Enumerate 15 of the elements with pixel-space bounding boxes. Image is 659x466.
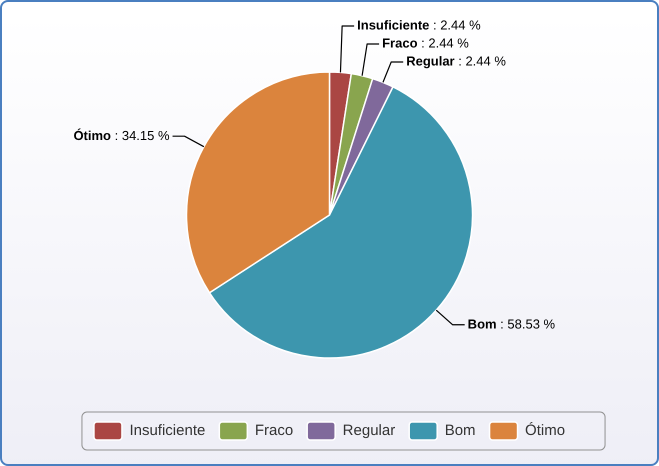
legend-label: Insuficiente xyxy=(129,422,206,440)
legend-label: Ótimo xyxy=(525,421,566,440)
legend-label: Fraco xyxy=(254,422,294,440)
data-label: : 2.44 % xyxy=(418,36,470,51)
slice-label: Ótimo xyxy=(73,128,112,143)
data-label: : 34.15 % xyxy=(111,128,170,143)
slice-label: Regular xyxy=(406,54,455,69)
slice-label: Fraco xyxy=(382,36,418,51)
data-label: : 58.53 % xyxy=(496,316,556,332)
slice-label: Insuficiente xyxy=(357,18,430,33)
legend-label: Regular xyxy=(342,422,396,440)
data-label: : 2.44 % xyxy=(454,54,506,69)
data-label: : 2.44 % xyxy=(429,18,482,33)
slice-label: Bom xyxy=(468,316,497,332)
legend-label: Bom xyxy=(444,422,476,440)
